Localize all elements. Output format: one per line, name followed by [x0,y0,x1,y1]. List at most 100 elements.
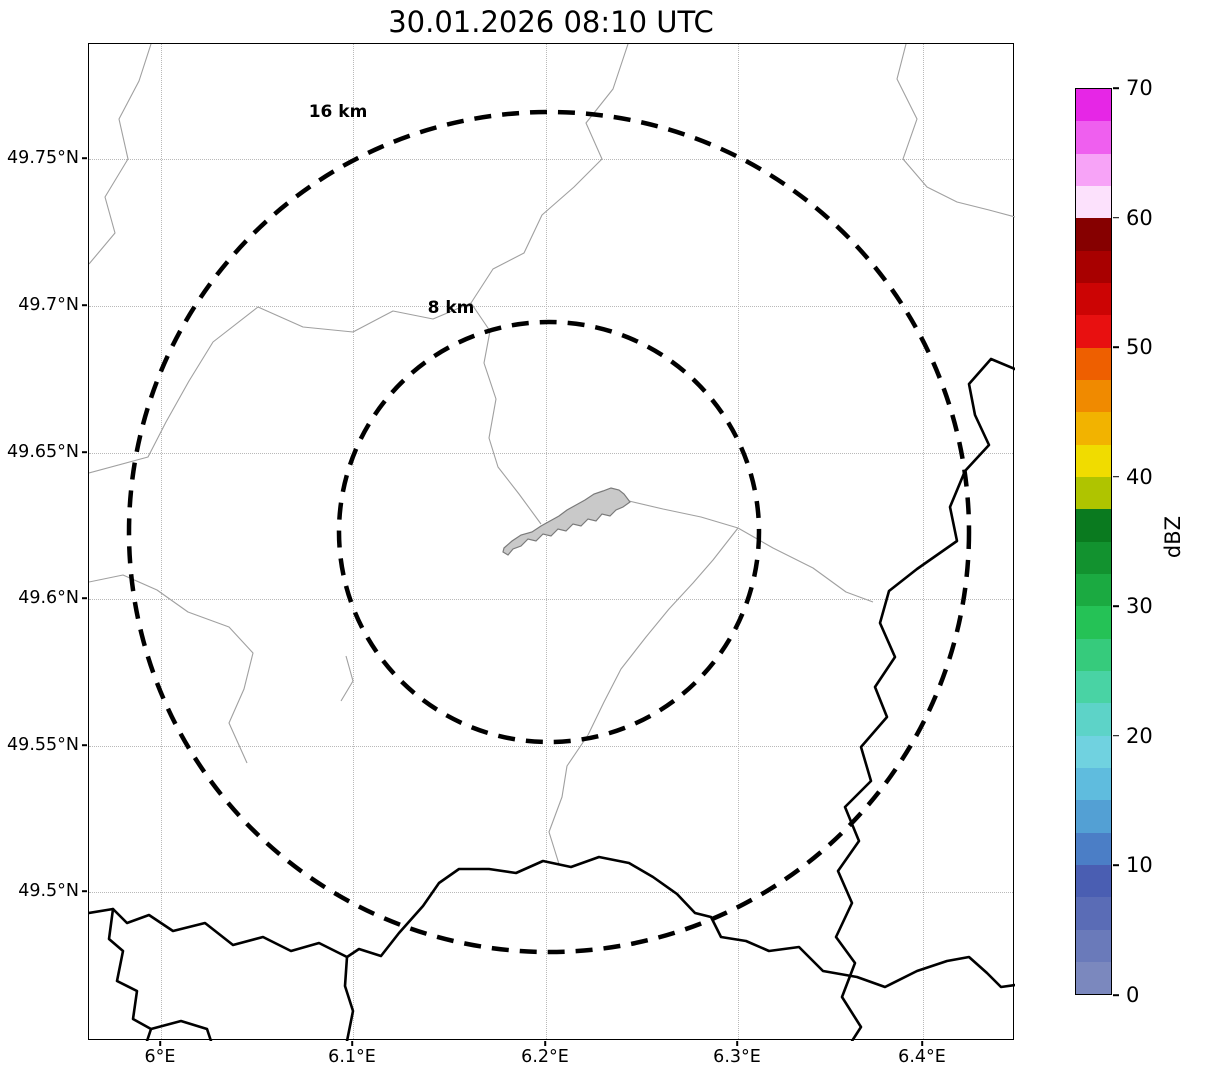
map-canvas [89,44,1015,1041]
plot-title: 30.01.2026 08:10 UTC [388,5,714,39]
admin-boundary [470,44,629,304]
admin-boundaries [89,44,1015,865]
gridline-vertical [546,44,547,1039]
colorbar-band [1076,121,1111,154]
x-tick-label: 6.4°E [898,1047,946,1067]
admin-boundary [89,302,472,474]
colorbar-tick-label: 0 [1126,983,1140,1007]
colorbar-swatches [1075,88,1112,995]
colorbar-tick-label: 40 [1126,464,1153,489]
y-tick-label: 49.5°N [18,881,79,901]
gridline-horizontal [89,159,1013,160]
x-tick-label: 6.3°E [713,1047,761,1067]
ring-label-8km: 8 km [427,298,475,318]
colorbar-band [1076,864,1111,898]
gridline-horizontal [89,453,1013,454]
colorbar-band [1076,476,1111,510]
country-border-southwest [107,907,153,1041]
gridline-vertical [353,44,354,1039]
gridline-vertical [923,44,924,1039]
gridline-vertical [161,44,162,1039]
colorbar-band [1076,282,1111,316]
colorbar-tick-mark [1113,994,1119,996]
x-tick-mark [736,1041,738,1046]
colorbar-axis-label: dBZ [1161,516,1185,559]
y-tick-mark [82,744,87,746]
y-tick-mark [82,304,87,306]
x-tick-label: 6°E [144,1047,176,1067]
colorbar-tick-mark [1113,864,1119,867]
admin-boundary [628,500,874,603]
x-tick-mark [351,1041,353,1046]
y-tick-mark [82,157,87,159]
colorbar-band [1076,315,1111,348]
y-tick-label: 49.6°N [18,588,79,608]
colorbar-band [1076,767,1111,801]
colorbar-tick-label: 30 [1126,594,1153,619]
city-boundary [502,487,631,556]
colorbar-band [1076,961,1111,995]
y-tick-mark [82,597,87,599]
colorbar-tick-label: 20 [1126,723,1153,748]
colorbar-band [1076,509,1111,542]
gridline-vertical [738,44,739,1039]
plot-area: 16 km 8 km [88,43,1015,1041]
colorbar-band [1076,379,1111,413]
colorbar-tick-mark [1113,475,1119,478]
y-tick-label: 49.65°N [7,442,79,462]
colorbar-band [1076,250,1111,283]
colorbar-band [1076,832,1111,865]
colorbar-tick-mark [1113,87,1119,89]
gridline-horizontal [89,599,1013,600]
colorbar-band [1076,541,1111,574]
x-tick-mark [544,1041,546,1046]
admin-boundary [89,44,152,265]
admin-boundary [340,655,354,702]
ring-label-16km: 16 km [308,102,368,122]
gridline-horizontal [89,892,1013,893]
colorbar-band [1076,444,1111,477]
colorbar-band [1076,929,1111,962]
colorbar-band [1076,185,1111,219]
colorbar-band [1076,89,1111,122]
colorbar-tick-mark [1113,605,1119,608]
gridline-horizontal [89,306,1013,307]
y-tick-label: 49.7°N [18,295,79,315]
country-borders [89,357,1015,1041]
x-tick-mark [159,1041,161,1046]
y-tick-mark [82,451,87,453]
gridline-horizontal [89,746,1013,747]
admin-boundary [89,574,254,764]
x-tick-label: 6.1°E [328,1047,376,1067]
colorbar-tick-label: 60 [1126,205,1153,230]
range-ring-16km [126,109,972,955]
colorbar-band [1076,897,1111,930]
x-tick-mark [921,1041,923,1046]
country-border-east [834,357,1015,1041]
range-ring-8km [336,319,762,745]
colorbar-band [1076,703,1111,736]
admin-boundary [896,44,1015,218]
colorbar-tick-label: 10 [1126,853,1153,878]
country-border-spur [343,955,355,1041]
y-tick-label: 49.75°N [7,148,79,168]
colorbar-band [1076,735,1111,768]
colorbar-tick-mark [1113,216,1119,219]
colorbar-tick-mark [1113,346,1119,348]
admin-boundary [548,527,739,865]
colorbar-band [1076,606,1111,639]
country-border-south [89,855,1015,989]
x-tick-label: 6.2°E [521,1047,569,1067]
colorbar-tick-mark [1113,735,1119,737]
colorbar-band [1076,347,1111,380]
admin-boundary [470,302,542,525]
colorbar-band [1076,218,1111,251]
y-tick-mark [82,890,87,892]
colorbar-band [1076,412,1111,445]
colorbar-band [1076,800,1111,833]
colorbar-band [1076,153,1111,186]
colorbar-band [1076,638,1111,671]
y-tick-label: 49.55°N [7,735,79,755]
colorbar-tick-label: 50 [1126,335,1153,360]
